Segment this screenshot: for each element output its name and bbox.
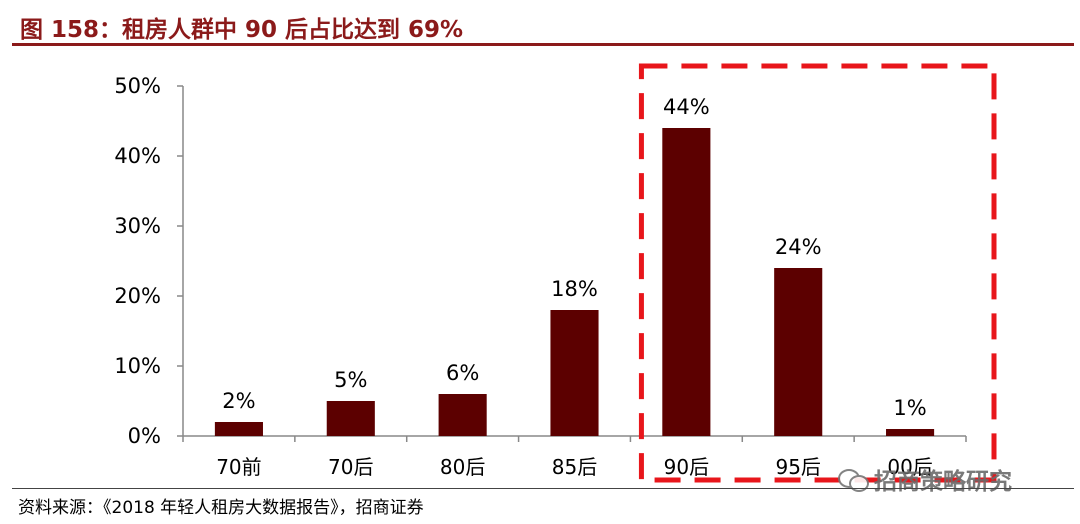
bar — [438, 394, 487, 436]
data-label: 2% — [222, 389, 255, 413]
x-tick-label: 80后 — [440, 455, 485, 479]
y-tick-label: 40% — [114, 144, 161, 168]
bar-chart: 0%10%20%30%40%50% 70前 70后 80后 85后 90后 95后 00后 … — [114, 63, 997, 483]
bar — [886, 429, 935, 436]
data-label: 24% — [775, 235, 822, 259]
watermark: 招商策略研究 — [838, 462, 1012, 496]
wechat-icon — [838, 467, 869, 492]
y-tick-label: 30% — [114, 214, 161, 238]
source-note: 资料来源：《2018 年轻人租房大数据报告》，招商证券 — [18, 498, 424, 518]
watermark-text: 招商策略研究 — [874, 469, 1012, 495]
figure-title: 图 158：租房人群中 90 后占比达到 69% — [20, 17, 464, 43]
bar — [214, 422, 263, 436]
y-tick-label: 50% — [114, 74, 161, 98]
y-axis: 0% 10% 20% 30% 40% 50% — [114, 74, 184, 448]
highlight-box — [638, 63, 997, 483]
y-tick-label: 20% — [114, 284, 161, 308]
source-divider — [12, 488, 1074, 489]
x-tick-label: 70前 — [216, 455, 261, 479]
title-divider — [12, 43, 1074, 46]
bar — [550, 310, 599, 436]
data-label: 18% — [551, 277, 598, 301]
data-label: 6% — [446, 361, 479, 385]
bar — [326, 401, 375, 436]
x-tick-label: 90后 — [664, 455, 709, 479]
bar — [774, 268, 823, 436]
data-labels: 2% 5% 6% 18% 44% 24% 1% — [222, 95, 926, 420]
data-label: 44% — [663, 95, 710, 119]
y-tick-label: 0% — [128, 424, 161, 448]
bar — [662, 128, 711, 436]
x-tick-label: 70后 — [328, 455, 373, 479]
x-tick-label: 95后 — [775, 455, 820, 479]
y-tick-label: 10% — [114, 354, 161, 378]
bars — [214, 128, 935, 436]
x-tick-label: 85后 — [552, 455, 597, 479]
x-axis: 70前 70后 80后 85后 90后 95后 00后 — [182, 435, 967, 479]
x-tick-label: 00后 — [887, 455, 932, 479]
data-label: 5% — [334, 368, 367, 392]
data-label: 1% — [893, 396, 926, 420]
